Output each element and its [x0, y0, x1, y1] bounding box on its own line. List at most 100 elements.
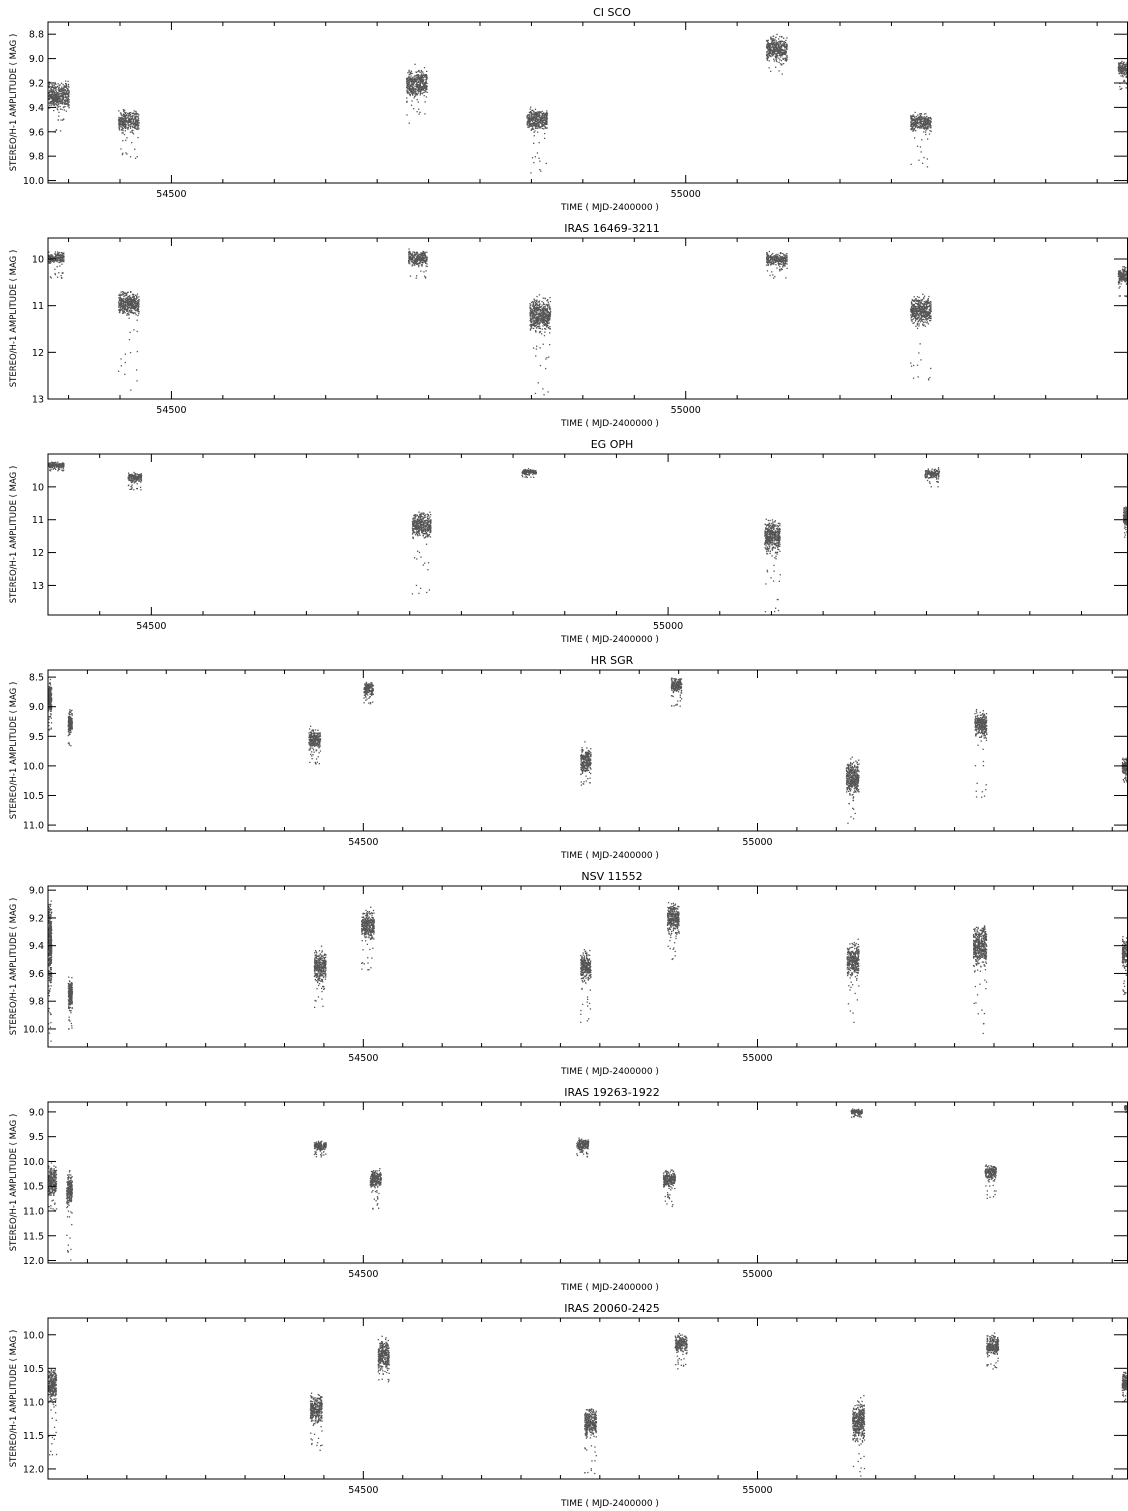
data-point [542, 302, 545, 304]
data-point [530, 122, 532, 125]
data-point [417, 263, 419, 266]
data-point [531, 305, 534, 307]
data-point [48, 92, 50, 94]
data-point [929, 319, 931, 322]
data-point [61, 86, 63, 88]
data-point [541, 127, 544, 130]
data-point [538, 114, 540, 116]
data-point [913, 312, 916, 314]
data-point [48, 258, 50, 261]
data-point [63, 86, 65, 88]
data-point [425, 77, 428, 79]
data-point [772, 252, 774, 255]
data-point [532, 320, 534, 322]
data-point [415, 82, 418, 84]
data-point [529, 305, 531, 307]
data-point [919, 116, 921, 118]
data-point [127, 303, 130, 305]
data-point [781, 55, 783, 57]
data-point [409, 76, 411, 79]
data-point [769, 259, 772, 261]
data-point [526, 116, 528, 118]
data-point [55, 100, 57, 103]
data-point [781, 256, 783, 258]
data-point [56, 276, 59, 278]
data-point [537, 318, 539, 320]
data-point [774, 38, 776, 40]
data-point [545, 309, 547, 311]
data-point [136, 125, 139, 127]
data-point [129, 131, 132, 133]
data-point [768, 54, 771, 56]
data-point [929, 314, 931, 316]
data-point [770, 43, 773, 45]
data-point [132, 302, 134, 304]
data-point [51, 91, 54, 94]
data-point [549, 344, 551, 346]
data-point [406, 114, 408, 116]
data-point [531, 117, 533, 119]
data-point [925, 315, 927, 318]
data-point [1125, 73, 1128, 75]
data-point [136, 300, 139, 302]
data-point [416, 78, 418, 80]
data-point [126, 298, 129, 300]
data-point [65, 93, 67, 95]
data-point [128, 121, 130, 123]
data-point [124, 111, 126, 113]
data-point [48, 85, 50, 87]
data-point [48, 98, 51, 101]
data-point [421, 259, 424, 262]
data-point [408, 71, 410, 73]
data-point [543, 318, 545, 320]
data-point [778, 255, 781, 257]
data-point [542, 319, 545, 321]
data-point [1118, 62, 1120, 64]
data-point [58, 254, 60, 256]
data-point [50, 95, 52, 97]
data-point [913, 118, 915, 120]
data-point [775, 259, 777, 262]
data-point [775, 55, 777, 57]
data-point [410, 89, 412, 91]
data-point [134, 307, 136, 309]
data-point [406, 91, 408, 93]
data-point [123, 109, 125, 112]
data-point [417, 92, 419, 94]
data-point [1119, 270, 1122, 272]
data-point [914, 316, 916, 318]
data-point [126, 294, 128, 296]
data-point [775, 257, 778, 259]
data-point [132, 119, 134, 121]
data-point [53, 101, 55, 103]
data-point [767, 57, 770, 59]
data-point [772, 46, 775, 48]
data-point [52, 95, 54, 97]
data-point [138, 296, 140, 298]
data-point [413, 256, 415, 258]
data-point [922, 298, 924, 301]
data-point [124, 353, 126, 355]
data-point [1123, 72, 1125, 74]
data-point [920, 127, 922, 129]
data-point [417, 255, 420, 257]
data-point [125, 299, 127, 301]
data-point [776, 55, 778, 57]
data-point [917, 316, 919, 319]
data-point [120, 118, 123, 120]
data-point [132, 116, 134, 118]
data-point [118, 309, 120, 311]
data-point [66, 87, 68, 89]
data-point [56, 100, 58, 102]
data-point [546, 304, 549, 307]
data-point [129, 125, 131, 127]
data-point [540, 117, 542, 119]
data-point [411, 90, 413, 92]
data-point [409, 85, 411, 87]
data-point [537, 309, 539, 311]
data-point [917, 376, 919, 378]
data-point [786, 260, 788, 262]
data-point [55, 88, 57, 90]
data-point [121, 116, 123, 118]
data-point [136, 156, 138, 158]
